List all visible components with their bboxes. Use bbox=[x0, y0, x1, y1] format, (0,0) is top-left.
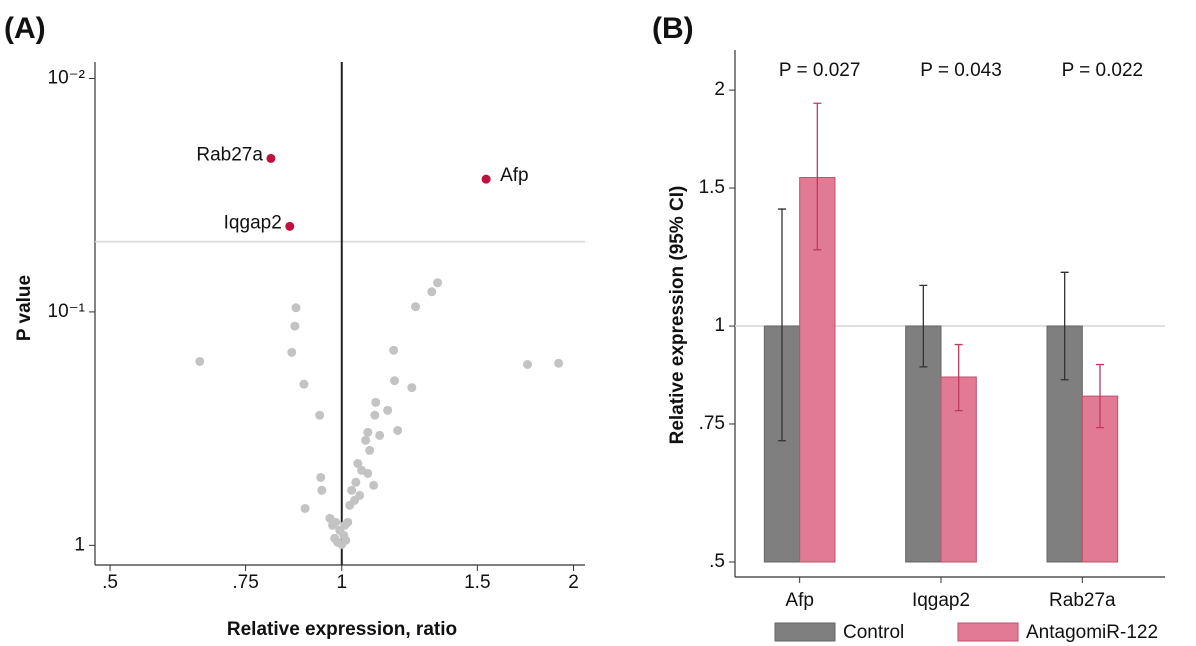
annotation: P = 0.022 bbox=[1062, 60, 1144, 81]
point bbox=[369, 480, 379, 490]
y-tick-label: 10⁻¹ bbox=[48, 301, 86, 322]
y-tick-label: 1.5 bbox=[699, 177, 725, 198]
x-tick-label: Afp bbox=[785, 590, 814, 611]
point bbox=[361, 435, 371, 445]
x-tick-label: 2 bbox=[568, 572, 579, 593]
point bbox=[363, 427, 373, 437]
error-bar bbox=[1060, 271, 1069, 381]
annotation: P = 0.027 bbox=[779, 60, 861, 81]
y-axis-label: Relative expression (95% CI) bbox=[667, 186, 688, 445]
y-tick-label: 1 bbox=[74, 534, 85, 555]
annotation: P = 0.043 bbox=[920, 60, 1002, 81]
point bbox=[370, 410, 380, 420]
error-bar bbox=[919, 284, 928, 368]
x-tick-label: .75 bbox=[232, 572, 258, 593]
x-axis-label: Relative expression, ratio bbox=[227, 619, 457, 640]
point bbox=[266, 153, 276, 163]
point bbox=[316, 472, 326, 482]
point bbox=[393, 425, 403, 435]
point bbox=[363, 468, 373, 478]
error-bar bbox=[778, 208, 786, 442]
point bbox=[427, 287, 437, 297]
y-tick-label: .5 bbox=[709, 551, 725, 572]
x-tick-label: 1.5 bbox=[464, 572, 490, 593]
point-label: Iqgap2 bbox=[224, 212, 282, 233]
point bbox=[523, 360, 533, 370]
legend-label: Control bbox=[843, 622, 904, 643]
x-tick-label: Rab27a bbox=[1049, 590, 1116, 611]
point bbox=[343, 517, 353, 527]
y-axis-label: P value bbox=[14, 275, 35, 341]
y-tick-label: 10⁻² bbox=[48, 67, 86, 88]
point bbox=[390, 376, 400, 386]
point bbox=[407, 383, 417, 393]
legend-label: AntagomiR-122 bbox=[1026, 622, 1158, 643]
point bbox=[481, 174, 491, 184]
point bbox=[287, 347, 297, 357]
point bbox=[351, 477, 361, 487]
point bbox=[315, 410, 325, 420]
point bbox=[337, 539, 347, 549]
point bbox=[347, 485, 357, 495]
point bbox=[290, 321, 300, 331]
point bbox=[411, 302, 421, 312]
error-bar bbox=[1096, 363, 1104, 429]
y-tick-label: 1 bbox=[714, 315, 725, 336]
point bbox=[554, 358, 564, 368]
point bbox=[389, 345, 399, 355]
point bbox=[433, 278, 443, 288]
x-tick-label: .5 bbox=[102, 572, 118, 593]
point bbox=[328, 520, 338, 530]
point bbox=[330, 533, 340, 543]
point bbox=[195, 356, 205, 366]
point bbox=[375, 430, 385, 440]
point-label: Afp bbox=[500, 165, 529, 186]
point bbox=[291, 303, 301, 313]
y-tick-label: .75 bbox=[699, 413, 725, 434]
legend-swatch bbox=[774, 622, 836, 642]
point bbox=[285, 221, 295, 231]
point bbox=[365, 445, 375, 455]
point bbox=[300, 503, 310, 513]
error-bar bbox=[954, 343, 963, 412]
error-bar bbox=[813, 102, 822, 251]
point bbox=[383, 405, 393, 415]
point bbox=[317, 485, 327, 495]
point bbox=[350, 495, 360, 505]
point bbox=[371, 397, 381, 407]
x-tick-label: Iqgap2 bbox=[912, 590, 970, 611]
x-tick-label: 1 bbox=[336, 572, 347, 593]
y-tick-label: 2 bbox=[714, 79, 725, 100]
panel-label: (A) bbox=[4, 12, 46, 45]
panel-label: (B) bbox=[652, 12, 694, 45]
point-label: Rab27a bbox=[196, 144, 263, 165]
point bbox=[299, 379, 309, 389]
point bbox=[353, 458, 363, 468]
legend-swatch bbox=[957, 622, 1019, 642]
